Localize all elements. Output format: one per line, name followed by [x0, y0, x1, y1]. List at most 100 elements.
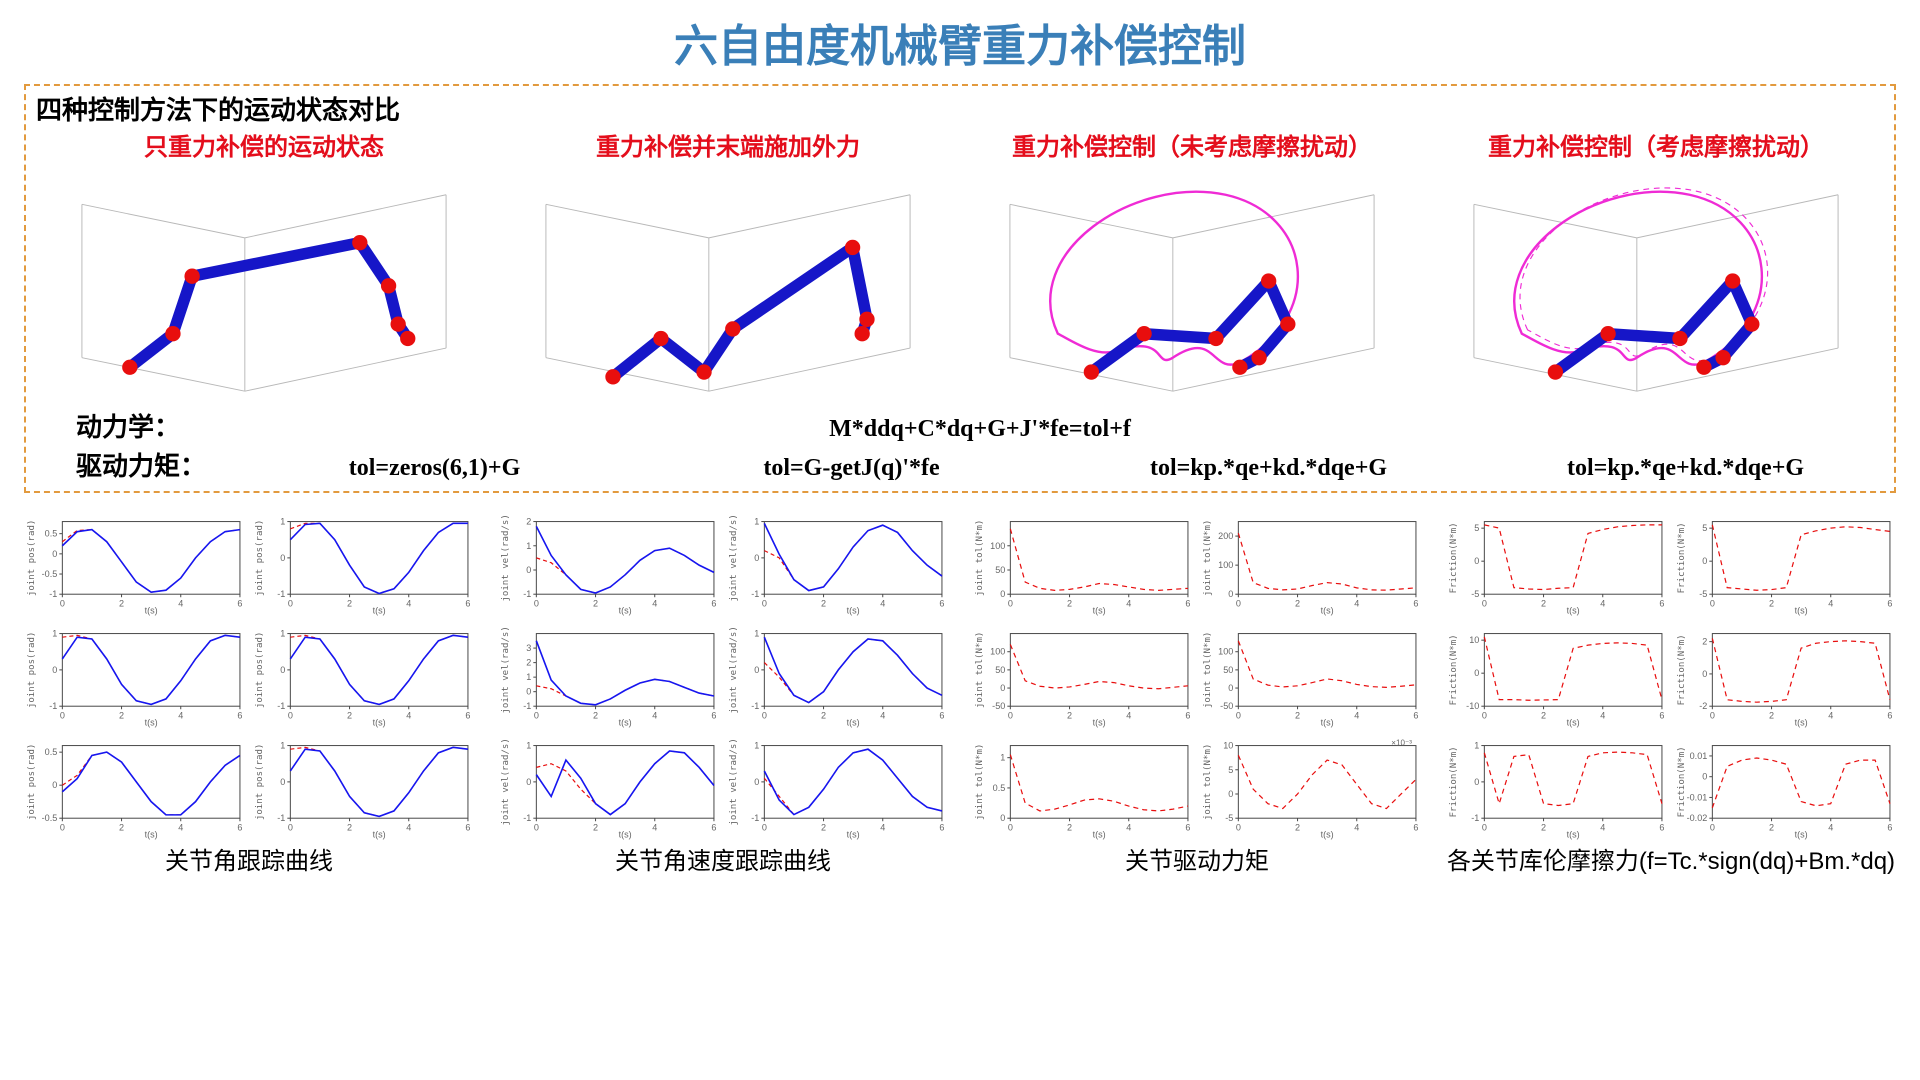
svg-text:4: 4	[652, 710, 657, 720]
svg-text:t(s): t(s)	[1093, 605, 1106, 615]
svg-text:-50: -50	[992, 701, 1005, 711]
svg-text:t(s): t(s)	[373, 829, 386, 839]
svg-text:4: 4	[406, 822, 411, 832]
subplot: 0246-101t(s)joint vel(rad/s)	[726, 625, 948, 731]
chart-group-1: 0246-1-0.500.5t(s)joint pos(rad)0246-101…	[24, 513, 474, 876]
svg-text:6: 6	[237, 710, 242, 720]
svg-text:4: 4	[406, 710, 411, 720]
subplot: 0246-101t(s)Friction(N*m)	[1446, 737, 1668, 843]
svg-text:-1: -1	[751, 813, 759, 823]
svg-text:6: 6	[1185, 710, 1190, 720]
svg-text:6: 6	[465, 822, 470, 832]
svg-text:0: 0	[1710, 598, 1715, 608]
subplot: 0246-101t(s)joint vel(rad/s)	[726, 737, 948, 843]
svg-text:t(s): t(s)	[1795, 717, 1808, 727]
svg-text:10: 10	[1223, 740, 1233, 750]
svg-text:joint vel(rad/s): joint vel(rad/s)	[501, 626, 511, 713]
chart-group-2: 0246-1012t(s)joint vel(rad/s)0246-101t(s…	[498, 513, 948, 876]
svg-text:2: 2	[593, 822, 598, 832]
svg-text:2: 2	[347, 598, 352, 608]
chart-group-caption: 关节角速度跟踪曲线	[615, 841, 831, 876]
svg-text:-1: -1	[277, 701, 285, 711]
svg-text:0: 0	[1236, 710, 1241, 720]
torque-eq-2: tol=G-getJ(q)'*fe	[653, 455, 1050, 482]
svg-text:0: 0	[1482, 710, 1487, 720]
svg-text:0: 0	[762, 598, 767, 608]
svg-text:-1: -1	[277, 589, 285, 599]
svg-text:-5: -5	[1699, 589, 1707, 599]
svg-text:-5: -5	[1225, 813, 1233, 823]
comparison-panel: 四种控制方法下的运动状态对比 只重力补偿的运动状态 重力补偿并末端施加外力 重力…	[24, 84, 1896, 493]
svg-text:0: 0	[52, 665, 57, 675]
svg-text:Friction(N*m): Friction(N*m)	[1677, 746, 1687, 817]
svg-text:0: 0	[1000, 589, 1005, 599]
svg-text:2: 2	[1295, 598, 1300, 608]
svg-text:t(s): t(s)	[145, 829, 158, 839]
svg-text:t(s): t(s)	[847, 829, 860, 839]
svg-text:0: 0	[1702, 669, 1707, 679]
svg-text:0: 0	[1236, 598, 1241, 608]
dynamics-label: 动力学：	[36, 407, 266, 444]
svg-text:1: 1	[1000, 753, 1005, 763]
svg-text:t(s): t(s)	[619, 605, 632, 615]
svg-text:joint vel(rad/s): joint vel(rad/s)	[501, 514, 511, 601]
svg-text:0: 0	[754, 553, 759, 563]
svg-text:4: 4	[1600, 822, 1605, 832]
svg-text:joint pos(rad): joint pos(rad)	[27, 520, 37, 597]
svg-text:6: 6	[939, 598, 944, 608]
svg-text:1: 1	[754, 517, 759, 527]
svg-text:0: 0	[1228, 589, 1233, 599]
svg-text:6: 6	[237, 822, 242, 832]
svg-text:-1: -1	[49, 589, 57, 599]
svg-text:0: 0	[52, 549, 57, 559]
svg-text:joint tol(N*m): joint tol(N*m)	[975, 743, 985, 820]
svg-text:0: 0	[534, 710, 539, 720]
svg-text:t(s): t(s)	[619, 717, 632, 727]
svg-text:6: 6	[1887, 822, 1892, 832]
svg-text:t(s): t(s)	[847, 605, 860, 615]
subplot: 0246-101t(s)joint vel(rad/s)	[726, 513, 948, 619]
svg-text:4: 4	[1600, 710, 1605, 720]
svg-text:joint tol(N*m): joint tol(N*m)	[1203, 632, 1213, 709]
svg-text:2: 2	[593, 710, 598, 720]
svg-text:6: 6	[465, 710, 470, 720]
svg-text:2: 2	[1295, 822, 1300, 832]
svg-text:0: 0	[1710, 822, 1715, 832]
svg-text:5: 5	[1474, 523, 1479, 533]
svg-text:t(s): t(s)	[1567, 829, 1580, 839]
svg-text:-1: -1	[751, 589, 759, 599]
svg-text:0: 0	[1236, 822, 1241, 832]
subplot: 0246-50050100t(s)joint tol(N*m)	[1200, 625, 1422, 731]
svg-text:t(s): t(s)	[1321, 605, 1334, 615]
svg-text:joint vel(rad/s): joint vel(rad/s)	[501, 738, 511, 825]
svg-text:joint pos(rad): joint pos(rad)	[255, 743, 265, 820]
svg-text:-1: -1	[751, 701, 759, 711]
svg-text:0: 0	[1482, 598, 1487, 608]
svg-text:0: 0	[526, 777, 531, 787]
svg-text:6: 6	[1413, 822, 1418, 832]
svg-text:4: 4	[1126, 598, 1131, 608]
svg-text:6: 6	[1659, 598, 1664, 608]
svg-text:5: 5	[1702, 523, 1707, 533]
svg-text:-2: -2	[1699, 701, 1707, 711]
svg-text:0: 0	[1008, 598, 1013, 608]
subplot: 0246-0.500.5t(s)joint pos(rad)	[24, 737, 246, 843]
subplot: 0246-101t(s)joint vel(rad/s)	[498, 737, 720, 843]
svg-text:t(s): t(s)	[1321, 717, 1334, 727]
arm-pose-4	[1428, 166, 1884, 396]
svg-text:2: 2	[119, 822, 124, 832]
torque-eq-4: tol=kp.*qe+kd.*dqe+G	[1487, 455, 1884, 482]
svg-text:4: 4	[1828, 710, 1833, 720]
svg-text:0.5: 0.5	[45, 529, 58, 539]
svg-text:t(s): t(s)	[619, 829, 632, 839]
svg-text:joint vel(rad/s): joint vel(rad/s)	[729, 626, 739, 713]
svg-text:0: 0	[1228, 683, 1233, 693]
svg-text:-1: -1	[277, 813, 285, 823]
svg-text:2: 2	[593, 598, 598, 608]
subplot: 024600.51t(s)joint tol(N*m)	[972, 737, 1194, 843]
svg-text:t(s): t(s)	[1093, 829, 1106, 839]
svg-text:-1: -1	[1471, 813, 1479, 823]
svg-text:0: 0	[754, 777, 759, 787]
svg-text:t(s): t(s)	[1567, 717, 1580, 727]
svg-text:2: 2	[1295, 710, 1300, 720]
